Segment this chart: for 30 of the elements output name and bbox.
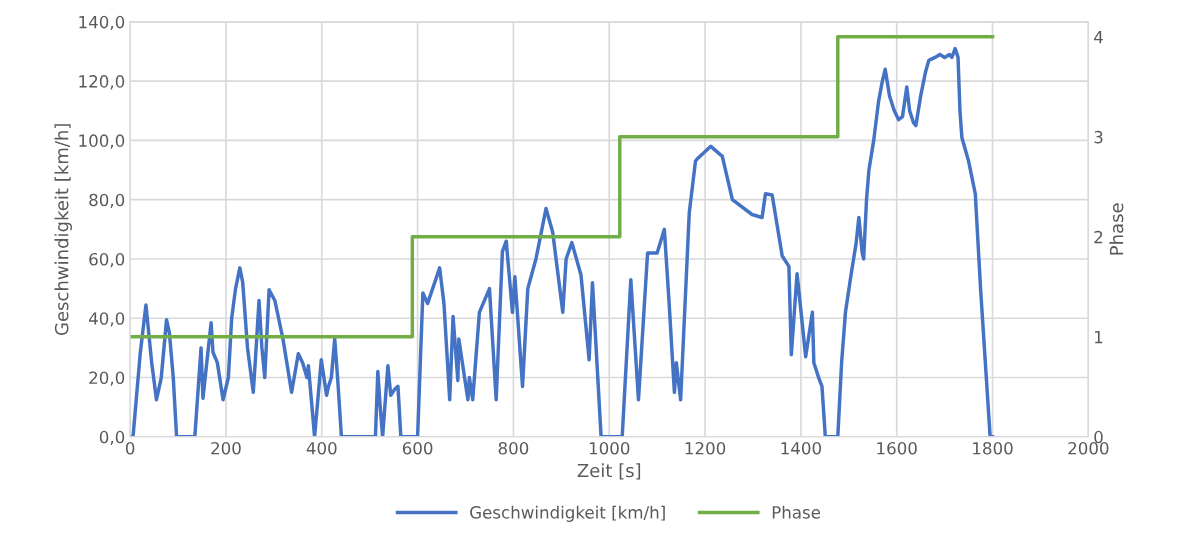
y-axis-title: Geschwindigkeit [km/h] (54, 124, 72, 336)
y-tick-label: 0,0 (99, 430, 125, 446)
x-tick-label: 1800 (973, 441, 1013, 455)
x-axis-title: Zeit [s] (577, 463, 641, 480)
y2-tick-label: 1 (1095, 330, 1103, 344)
x-tick-label: 1000 (589, 441, 630, 455)
x-tick-label: 800 (498, 441, 529, 455)
x-tick-label: 1600 (877, 441, 917, 455)
y-tick-label: 140,0 (79, 15, 125, 31)
x-tick-label: 200 (211, 441, 241, 455)
legend-label: Phase (772, 505, 821, 519)
y2-tick-label: 2 (1094, 230, 1103, 244)
x-tick-label: 400 (306, 441, 337, 455)
line-series (130, 46, 995, 437)
y2-tick-label: 3 (1094, 130, 1103, 144)
x-tick-label: 1200 (685, 441, 726, 455)
y2-tick-label: 4 (1094, 31, 1103, 44)
y-tick-label: 20,0 (89, 371, 125, 386)
y-tick-label: 120,0 (79, 75, 125, 90)
y-tick-label: 40,0 (88, 312, 125, 327)
y2-axis-title: Phase (1109, 203, 1124, 255)
x-tick-label: 1400 (781, 441, 821, 455)
y-tick-label: 80,0 (89, 193, 125, 208)
x-tick-label: 600 (402, 441, 433, 455)
x-tick-label: 0 (125, 441, 135, 455)
y2-tick-label: 0 (1094, 430, 1103, 444)
legend-label: Geschwindigkeit [km/h] (470, 505, 665, 522)
x-tick-label: 2000 (1068, 441, 1109, 455)
y-tick-label: 60,0 (89, 252, 125, 268)
y-tick-label: 100,0 (79, 134, 125, 149)
